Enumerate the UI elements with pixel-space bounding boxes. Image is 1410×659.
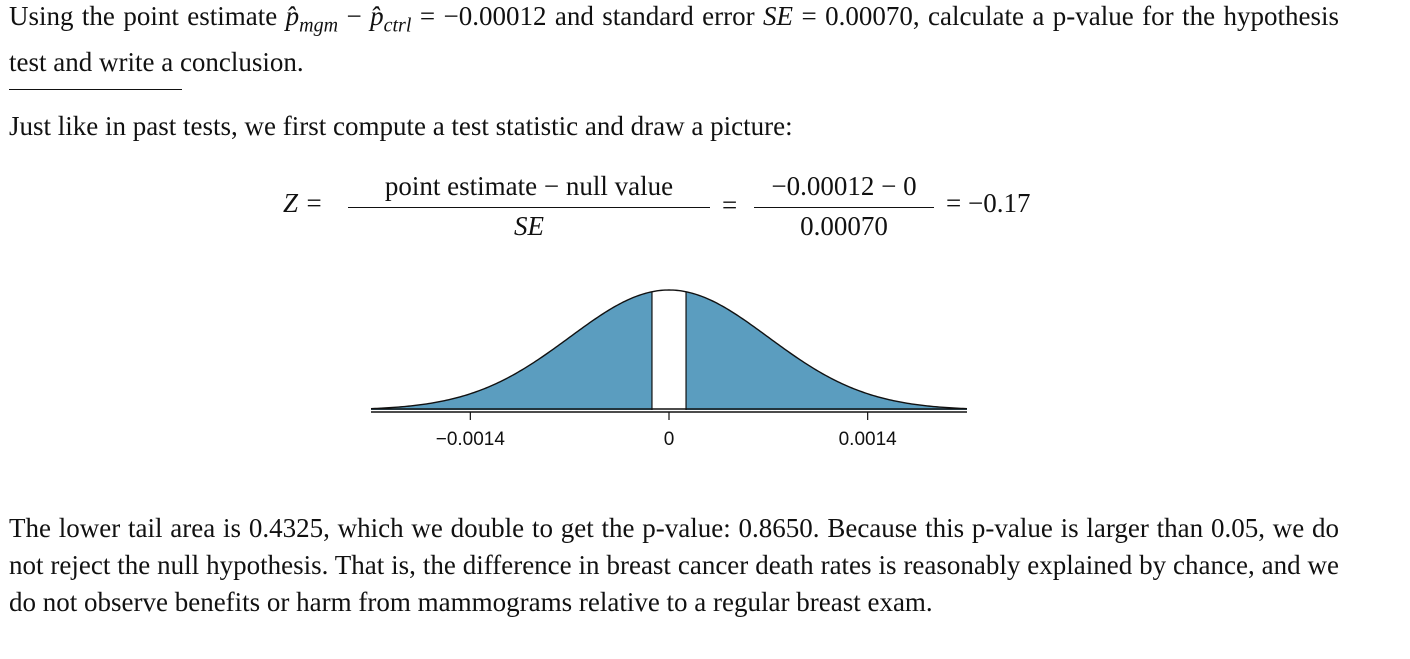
fraction-general-denominator: SE — [514, 211, 544, 241]
p-hat-ctrl-subscript: ctrl — [383, 14, 412, 37]
axis-tick-label: 0.0014 — [839, 429, 898, 450]
separator-rule — [9, 89, 182, 90]
shaded-upper-tail — [686, 291, 967, 410]
p-hat-mgm-subscript: mgm — [299, 14, 339, 37]
z-result: = −0.17 — [946, 188, 1031, 218]
fraction-values-denominator: 0.00070 — [800, 211, 888, 241]
fraction-values-bar — [754, 207, 934, 208]
z-formula: Z = point estimate − null value SE = −0.… — [280, 168, 1080, 248]
equals-sign: = — [722, 190, 738, 220]
conclusion-text: The lower tail area is 0.4325, which we … — [9, 513, 1339, 617]
axis-tick-label: 0 — [664, 429, 675, 450]
p-hat-mgm: p̂mgm — [285, 1, 339, 37]
intro-text: Just like in past tests, we first comput… — [9, 111, 793, 141]
se-symbol: SE — [763, 1, 794, 31]
normal-curve-line — [370, 289, 968, 410]
axis-tick-label: −0.0014 — [436, 429, 506, 450]
z-label: Z = — [283, 188, 323, 218]
p-hat-ctrl: p̂ctrl — [370, 1, 412, 37]
normal-curve-chart: −0.0014 0 0.0014 — [370, 289, 968, 450]
shaded-lower-tail — [371, 291, 652, 410]
question-text: Using the point estimate p̂mgm − p̂ctrl … — [9, 0, 1339, 81]
question-se-value: = 0.00070, calculate a p-value for the h… — [9, 1, 1339, 78]
fraction-values-numerator: −0.00012 − 0 — [771, 171, 917, 201]
question-estimate-value: = −0.00012 and standard error — [411, 1, 764, 31]
fraction-general: point estimate − null value SE — [348, 168, 710, 245]
fraction-values: −0.00012 − 0 0.00070 — [754, 168, 934, 245]
question-prefix: Using the point estimate — [9, 1, 286, 31]
fraction-general-numerator: point estimate − null value — [384, 171, 674, 201]
fraction-general-bar — [348, 207, 710, 208]
question-minus: − — [338, 1, 371, 31]
